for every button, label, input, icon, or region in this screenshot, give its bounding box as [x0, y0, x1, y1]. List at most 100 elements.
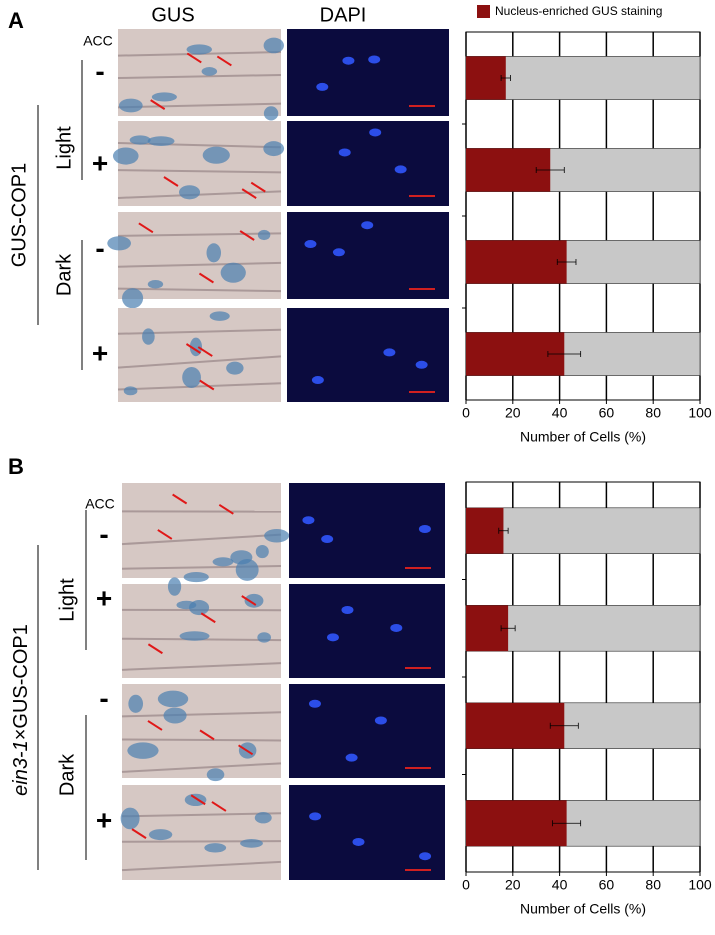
genotype-italic: ein3-1 — [10, 740, 32, 796]
x-tick-label: 40 — [552, 877, 568, 893]
stain — [263, 141, 285, 157]
arrow — [157, 529, 173, 540]
stain — [226, 361, 244, 375]
bar-track — [465, 507, 701, 554]
treatment-label: ACC — [83, 33, 113, 49]
stain — [118, 98, 143, 113]
arrow — [216, 55, 232, 67]
stain — [120, 807, 140, 830]
micrograph-gus — [118, 29, 281, 116]
stain — [184, 793, 207, 807]
cell-wall — [121, 662, 282, 671]
nucleus — [368, 55, 381, 64]
condition-label: Dark — [56, 753, 78, 796]
x-tick-label: 20 — [505, 405, 521, 421]
stain — [182, 366, 201, 388]
nucleus — [352, 837, 365, 846]
nucleus — [302, 516, 315, 525]
arrow — [190, 794, 206, 806]
error-bar — [556, 259, 577, 265]
stain — [201, 67, 218, 76]
micrograph-dapi — [289, 584, 445, 678]
sign: - — [99, 518, 108, 549]
arrow — [138, 222, 154, 234]
condition-label: Light — [53, 126, 75, 170]
nucleus — [338, 148, 351, 157]
bar — [466, 507, 504, 554]
x-axis-label: Number of Cells (%) — [520, 429, 646, 445]
stain — [263, 37, 284, 54]
cell-wall — [117, 169, 282, 174]
arrow — [218, 503, 234, 515]
stain — [148, 829, 173, 841]
condition-label: Dark — [53, 253, 75, 296]
cell-wall — [121, 533, 282, 546]
genotype-label: GUS-COP1 — [8, 163, 30, 267]
stain — [255, 544, 269, 559]
cell-wall — [117, 382, 282, 391]
stain — [129, 135, 151, 145]
x-tick-label: 80 — [645, 405, 661, 421]
nucleus — [419, 852, 432, 861]
x-tick-label: 0 — [462, 877, 470, 893]
arrow — [199, 379, 215, 391]
stain — [254, 812, 272, 824]
cell-wall — [121, 762, 282, 773]
nucleus — [342, 56, 355, 65]
legend-swatch — [477, 5, 490, 18]
arrow — [131, 828, 147, 839]
arrow — [200, 612, 216, 624]
error-bar — [500, 75, 511, 81]
x-tick-label: 100 — [688, 405, 712, 421]
stain — [235, 558, 259, 581]
stain — [264, 528, 290, 543]
cell-wall — [121, 860, 282, 872]
stain — [257, 229, 271, 241]
column-header: DAPI — [320, 4, 367, 26]
cell-wall — [117, 190, 282, 199]
cell-wall — [121, 711, 282, 718]
panel-label: B — [8, 454, 24, 479]
legend-label: Nucleus-enriched GUS staining — [495, 4, 662, 18]
genotype-rest: ×GUS-COP1 — [10, 624, 32, 740]
stain — [257, 632, 272, 643]
micrograph-dapi — [289, 483, 445, 578]
nucleus — [390, 623, 403, 632]
arrow — [239, 230, 255, 241]
bar — [466, 702, 565, 749]
arrow — [199, 729, 215, 741]
nucleus — [316, 82, 329, 91]
stain — [186, 44, 212, 55]
stain — [220, 262, 246, 283]
cell-wall — [117, 232, 282, 237]
cell-wall — [121, 812, 282, 818]
x-tick-label: 60 — [599, 877, 615, 893]
nucleus — [361, 221, 374, 230]
stain — [157, 690, 189, 708]
nucleus — [415, 360, 428, 369]
cell-wall — [117, 287, 282, 293]
x-tick-label: 100 — [688, 877, 712, 893]
sign: + — [96, 804, 112, 835]
cell-wall — [121, 738, 282, 742]
stain — [240, 838, 263, 848]
cell-wall — [117, 102, 282, 109]
stain — [209, 311, 230, 321]
stain — [179, 185, 201, 200]
stain — [151, 92, 177, 102]
sign: - — [99, 682, 108, 713]
treatment-label: ACC — [85, 496, 115, 512]
nucleus — [326, 633, 339, 642]
sign: + — [96, 582, 112, 613]
stain — [206, 243, 222, 263]
sign: + — [92, 337, 108, 368]
stain — [167, 577, 182, 596]
stain — [107, 236, 131, 251]
bar — [466, 56, 506, 100]
panel-label: A — [8, 8, 24, 33]
x-tick-label: 0 — [462, 405, 470, 421]
nucleus — [418, 525, 431, 534]
stain — [202, 146, 230, 164]
nucleus — [304, 240, 317, 249]
